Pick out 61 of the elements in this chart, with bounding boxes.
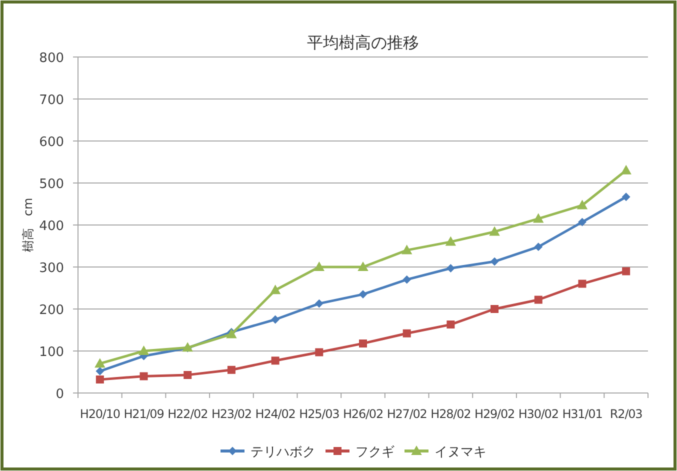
y-tick-label: 0	[56, 387, 64, 402]
point	[138, 346, 149, 355]
point	[184, 370, 192, 379]
point	[140, 372, 148, 380]
y-tick-label: 200	[39, 303, 64, 318]
x-tick-label: H21/09	[124, 407, 164, 421]
point	[534, 242, 542, 251]
point	[533, 214, 544, 223]
point	[270, 285, 280, 294]
point	[271, 316, 280, 324]
point	[358, 262, 368, 271]
y-tick-label: 500	[39, 177, 64, 192]
x-tick-label: H23/02	[211, 407, 252, 421]
legend-label: イヌマキ	[434, 445, 486, 460]
point	[271, 356, 280, 365]
point	[315, 348, 324, 356]
y-tick-label: 800	[39, 51, 64, 66]
point	[534, 296, 542, 304]
point	[577, 200, 588, 210]
y-tick-label: 300	[39, 261, 64, 276]
point	[446, 264, 455, 272]
x-tick-label: H28/02	[430, 407, 471, 421]
legend-label: フクギ	[356, 445, 394, 460]
point	[314, 262, 324, 271]
chart-title: 平均樹高の推移	[307, 33, 419, 52]
point	[94, 358, 105, 368]
y-tick-label: 600	[39, 135, 64, 150]
point	[315, 300, 324, 308]
y-tick-label: 400	[39, 219, 64, 234]
x-tick-label: R2/03	[610, 407, 642, 421]
point	[227, 366, 236, 374]
y-axis-title: 樹高 cm	[21, 198, 35, 252]
x-tick-label: H22/02	[168, 407, 208, 421]
point	[490, 258, 499, 266]
x-tick-label: H24/02	[255, 407, 296, 421]
point	[622, 192, 630, 201]
point	[96, 367, 104, 376]
point	[622, 267, 630, 276]
x-tick-label: H25/03	[299, 407, 340, 421]
y-tick-label: 700	[39, 93, 64, 108]
point	[490, 305, 499, 313]
x-tick-label: H30/02	[518, 407, 558, 421]
point	[402, 329, 411, 338]
point	[359, 339, 367, 348]
y-tick-label: 100	[39, 345, 64, 360]
point	[578, 280, 586, 288]
point	[402, 245, 412, 254]
x-tick-label: H26/02	[342, 407, 384, 421]
point	[578, 218, 586, 226]
x-tick-label: H20/10	[80, 407, 120, 421]
point	[96, 376, 104, 384]
point	[402, 276, 411, 284]
x-tick-label: H27/02	[386, 407, 427, 421]
point	[446, 320, 455, 329]
point	[446, 236, 456, 246]
point	[621, 165, 632, 174]
point	[359, 290, 367, 298]
legend-label: テリハボク	[250, 445, 316, 460]
point	[490, 226, 500, 236]
x-tick-label: H31/01	[562, 407, 602, 421]
x-tick-label: H29/02	[474, 407, 515, 421]
